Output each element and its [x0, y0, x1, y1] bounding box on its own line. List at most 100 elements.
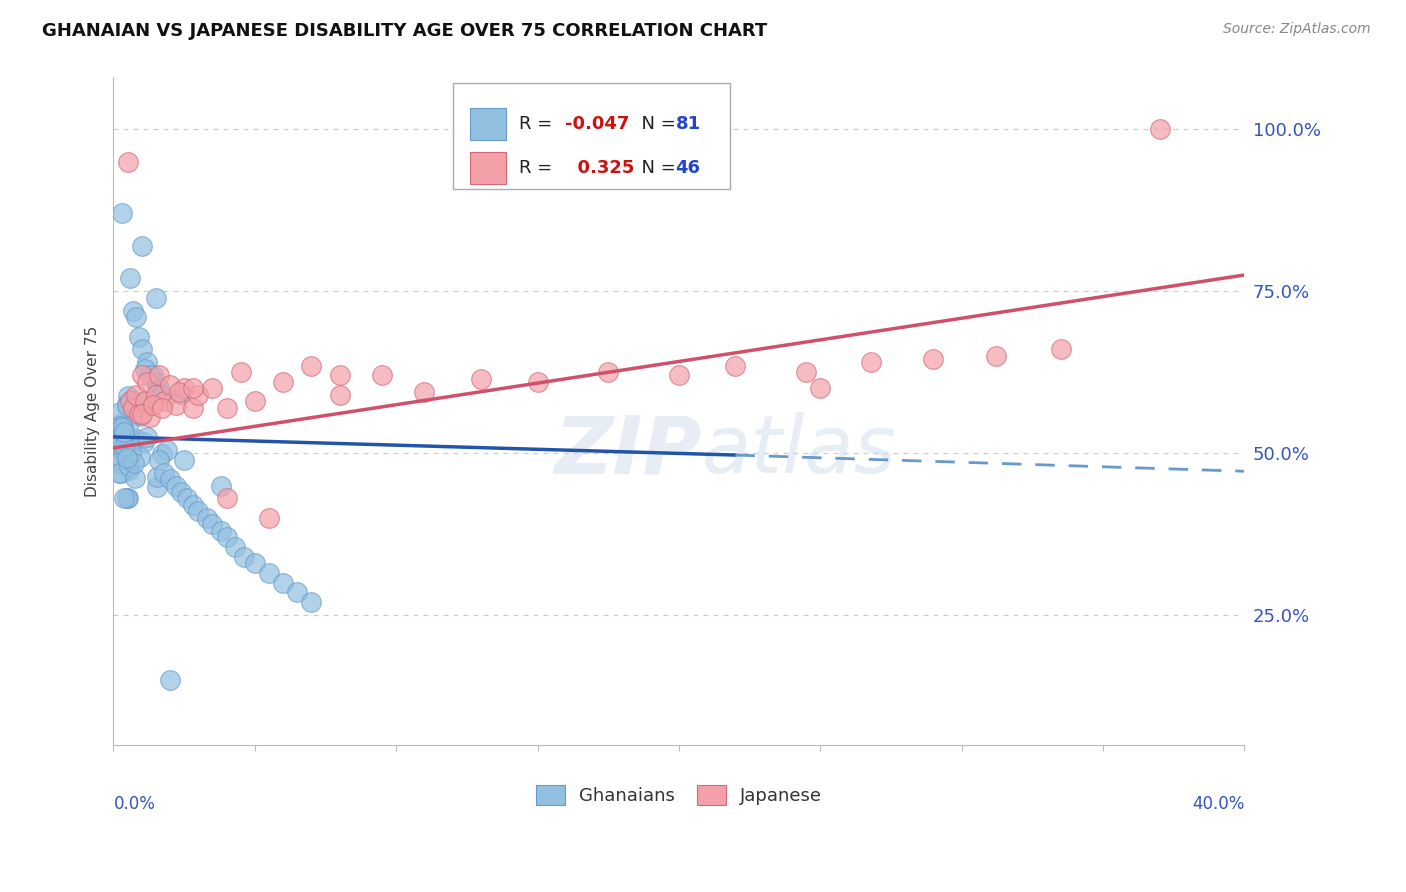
Point: [128, 329, 150, 343]
Point: [121, 393, 143, 408]
Point: [153, 466, 176, 480]
Point: [136, 375, 159, 389]
Point: [146, 479, 169, 493]
Point: [176, 491, 198, 506]
Point: [120, 446, 142, 460]
Point: [371, 368, 394, 383]
Point: [112, 439, 135, 453]
Point: [201, 381, 224, 395]
Point: [271, 575, 294, 590]
Point: [120, 271, 142, 285]
Point: [150, 447, 173, 461]
Point: [215, 530, 238, 544]
Point: [107, 467, 129, 481]
Point: [145, 388, 167, 402]
Point: [150, 401, 173, 415]
Point: [187, 504, 209, 518]
Point: [668, 368, 690, 383]
Point: [165, 478, 187, 492]
Point: [724, 359, 747, 373]
Point: [153, 394, 176, 409]
FancyBboxPatch shape: [453, 84, 730, 189]
Point: [150, 388, 173, 402]
Point: [110, 466, 132, 480]
Point: [598, 365, 620, 379]
Point: [860, 355, 883, 369]
Point: [209, 478, 232, 492]
Point: [181, 498, 204, 512]
Point: [124, 470, 146, 484]
Point: [145, 291, 167, 305]
Point: [118, 437, 141, 451]
Point: [124, 432, 146, 446]
Point: [181, 401, 204, 415]
Point: [108, 418, 131, 433]
Point: [165, 398, 187, 412]
Point: [136, 355, 159, 369]
Point: [107, 453, 129, 467]
Point: [1049, 343, 1071, 357]
Point: [122, 401, 145, 415]
Point: [271, 375, 294, 389]
Text: -0.047: -0.047: [565, 115, 628, 133]
Point: [146, 470, 169, 484]
Point: [112, 491, 135, 506]
Point: [159, 378, 181, 392]
Point: [148, 452, 170, 467]
Point: [127, 395, 149, 409]
Point: [129, 409, 152, 424]
Point: [107, 433, 129, 447]
Point: [115, 491, 138, 506]
Text: 0.325: 0.325: [565, 159, 634, 177]
Point: [131, 407, 153, 421]
Point: [111, 420, 134, 434]
Point: [131, 394, 153, 409]
Point: [232, 549, 254, 564]
Text: 81: 81: [675, 115, 700, 133]
Point: [794, 365, 817, 379]
Point: [413, 384, 436, 399]
Point: [148, 368, 170, 383]
Point: [111, 416, 134, 430]
Bar: [470, 152, 506, 184]
Text: 0.0%: 0.0%: [114, 795, 156, 813]
Y-axis label: Disability Age Over 75: Disability Age Over 75: [86, 326, 100, 497]
Point: [125, 388, 148, 402]
Point: [105, 456, 128, 470]
Text: atlas: atlas: [702, 412, 896, 490]
Point: [131, 239, 153, 253]
Bar: [470, 108, 506, 140]
Point: [470, 371, 492, 385]
Point: [118, 463, 141, 477]
Text: R =: R =: [519, 159, 558, 177]
Point: [115, 399, 138, 413]
Text: 46: 46: [675, 159, 700, 177]
Point: [136, 430, 159, 444]
Point: [142, 368, 165, 383]
Point: [117, 397, 139, 411]
Point: [117, 491, 139, 506]
Point: [111, 420, 134, 434]
Point: [117, 388, 139, 402]
Text: Source: ZipAtlas.com: Source: ZipAtlas.com: [1223, 22, 1371, 37]
Point: [111, 206, 134, 220]
Text: R =: R =: [519, 115, 558, 133]
Point: [115, 439, 138, 453]
Point: [167, 384, 190, 399]
Point: [115, 450, 138, 465]
Point: [170, 485, 193, 500]
Text: N =: N =: [630, 115, 682, 133]
Point: [110, 404, 132, 418]
Point: [139, 368, 162, 383]
Point: [808, 381, 831, 395]
Point: [299, 595, 322, 609]
Point: [257, 566, 280, 580]
Point: [132, 434, 155, 449]
Point: [195, 511, 218, 525]
Point: [201, 517, 224, 532]
Point: [299, 359, 322, 373]
Point: [134, 394, 156, 409]
Point: [922, 352, 945, 367]
Point: [329, 388, 352, 402]
Point: [173, 381, 195, 395]
